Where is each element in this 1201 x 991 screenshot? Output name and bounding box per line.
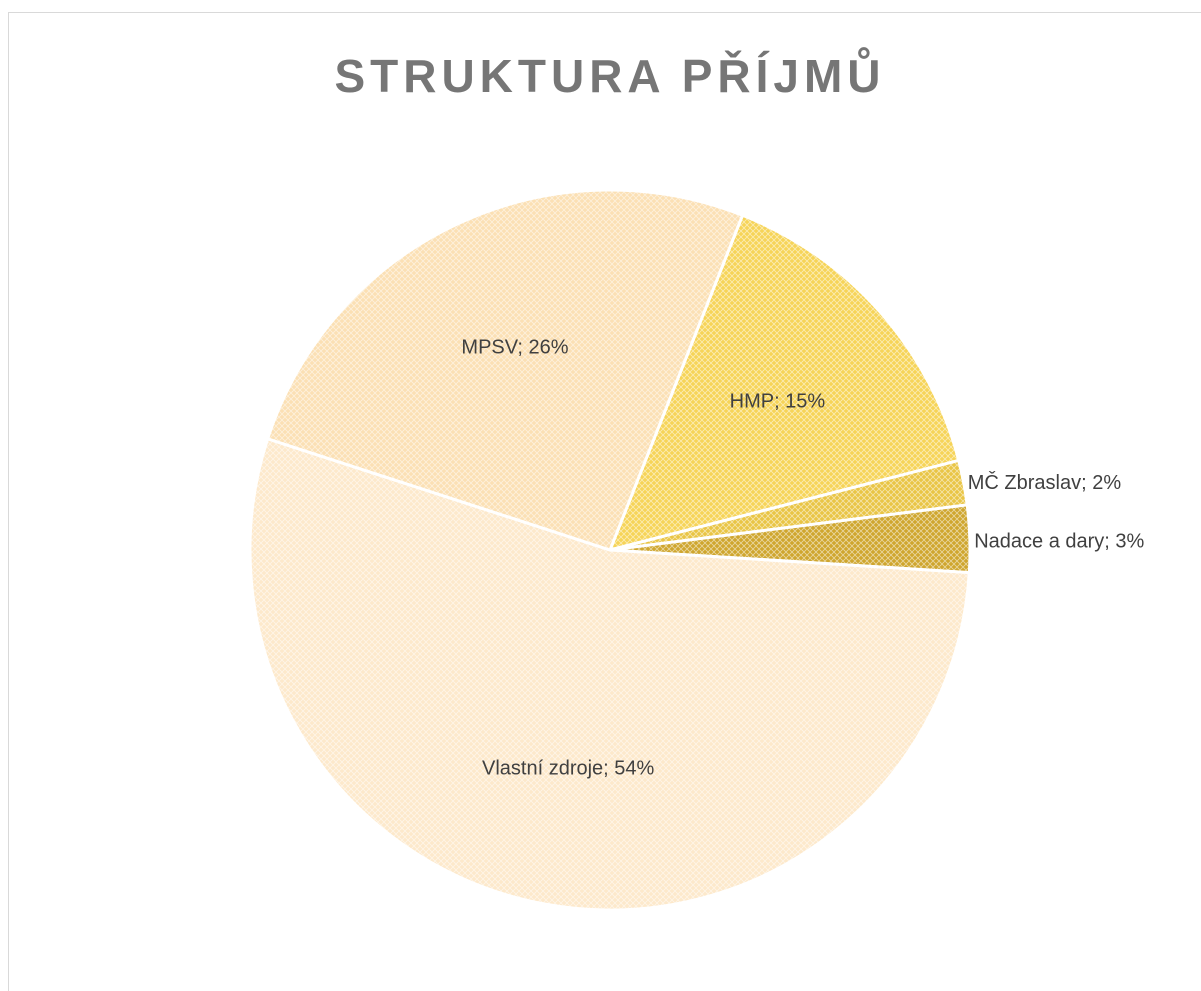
data-label: Nadace a dary; 3% [974, 531, 1144, 553]
data-label: HMP; 15% [730, 391, 826, 413]
slice-hatch [610, 460, 968, 550]
chart-title: STRUKTURA PŘÍJMŮ [334, 47, 885, 102]
data-label: MČ Zbraslav; 2% [968, 471, 1122, 494]
data-label: MPSV; 26% [461, 336, 568, 358]
data-label: Vlastní zdroje; 54% [482, 758, 655, 780]
slice-hatch [610, 215, 959, 551]
slice-hatch [267, 190, 743, 550]
slice-hatch [610, 504, 970, 573]
slice-hatch [250, 438, 970, 910]
